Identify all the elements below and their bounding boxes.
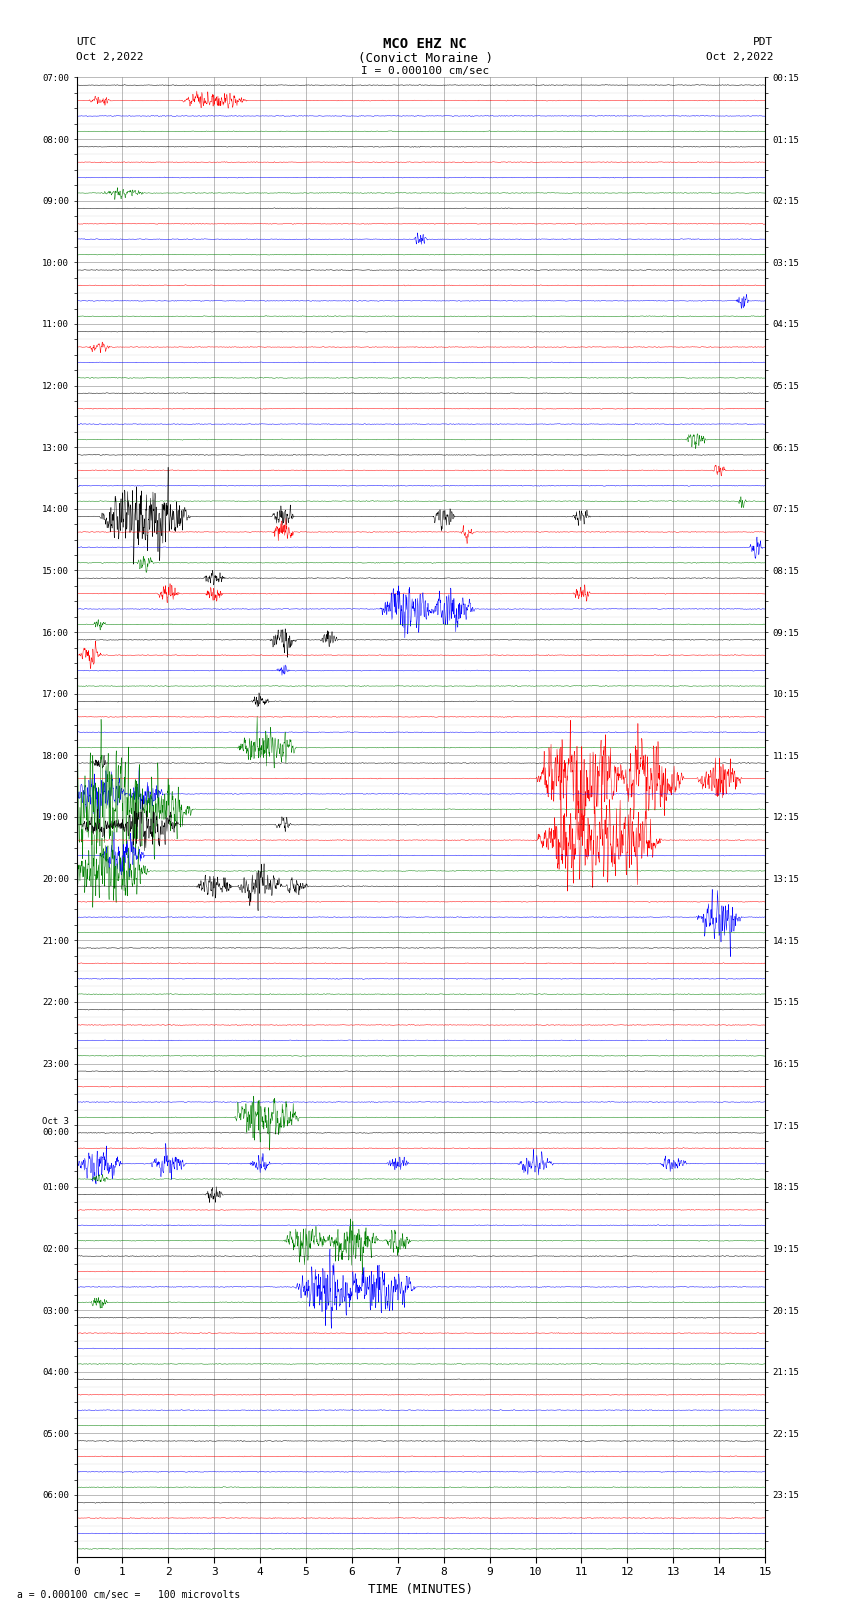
Text: a = 0.000100 cm/sec =   100 microvolts: a = 0.000100 cm/sec = 100 microvolts: [17, 1590, 241, 1600]
Text: Oct 2,2022: Oct 2,2022: [706, 52, 774, 61]
Text: UTC: UTC: [76, 37, 97, 47]
Text: (Convict Moraine ): (Convict Moraine ): [358, 52, 492, 65]
X-axis label: TIME (MINUTES): TIME (MINUTES): [368, 1582, 473, 1595]
Text: Oct 2,2022: Oct 2,2022: [76, 52, 144, 61]
Text: I = 0.000100 cm/sec: I = 0.000100 cm/sec: [361, 66, 489, 76]
Text: PDT: PDT: [753, 37, 774, 47]
Text: MCO EHZ NC: MCO EHZ NC: [383, 37, 467, 52]
